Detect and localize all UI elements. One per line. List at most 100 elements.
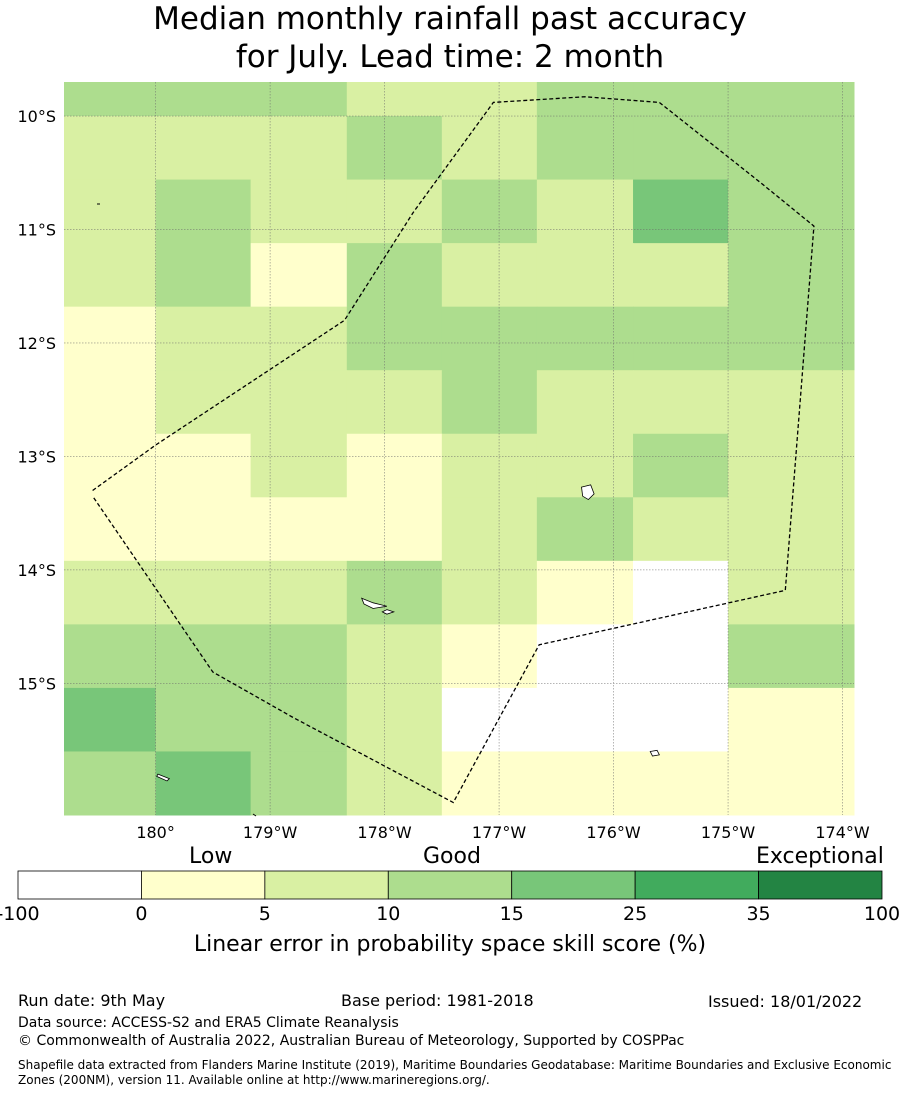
skill-cell (155, 751, 252, 816)
skill-cell (728, 179, 855, 244)
skill-cell (441, 116, 538, 181)
skill-cell (728, 433, 855, 498)
island-shape (581, 484, 595, 501)
longitude-label: 179°W (243, 823, 298, 842)
skill-cell (155, 497, 252, 562)
map-title-line1: Median monthly rainfall past accuracy (153, 1, 747, 37)
skill-cell (633, 179, 729, 244)
skill-cell (441, 624, 538, 689)
skill-cell (155, 433, 252, 498)
skill-cell (155, 243, 252, 308)
skill-cell (250, 433, 348, 498)
shapefile-credit-line1: Shapefile data extracted from Flanders M… (18, 1058, 892, 1072)
skill-cell (728, 82, 855, 117)
skill-cell (346, 179, 443, 244)
skill-cell (633, 370, 729, 435)
colorbar-tick-label: 0 (135, 903, 147, 925)
colorbar-swatch (387, 870, 513, 900)
skill-cell (728, 243, 855, 308)
colorbar-tick-label: 25 (623, 903, 647, 925)
skill-cell (64, 687, 157, 752)
skill-cell (633, 82, 729, 117)
skill-cell (536, 751, 634, 816)
colorbar-swatch (141, 870, 266, 900)
eez-boundary (92, 96, 815, 804)
islands (97, 203, 660, 817)
map-title: Median monthly rainfall past accuracy fo… (0, 0, 900, 76)
data-source: Data source: ACCESS-S2 and ERA5 Climate … (18, 1015, 399, 1031)
skill-cell (155, 306, 252, 371)
latitude-label: 13°S (17, 447, 56, 466)
skill-cell (633, 116, 729, 181)
skill-cell (346, 751, 443, 816)
skill-cell (441, 560, 538, 625)
map-title-line2: for July. Lead time: 2 month (235, 39, 665, 75)
skill-cell (155, 687, 252, 752)
skill-cell (633, 751, 729, 816)
skill-cell (346, 560, 443, 625)
category-exceptional: Exceptional (756, 844, 884, 869)
latitude-label: 15°S (17, 674, 56, 693)
base-period: Base period: 1981-2018 (341, 991, 534, 1010)
colorbar-swatch (634, 870, 759, 900)
skill-cell (346, 370, 443, 435)
longitude-label: 175°W (701, 823, 756, 842)
skill-cell (64, 116, 157, 181)
skill-cell (155, 560, 252, 625)
latitude-label: 12°S (17, 334, 56, 353)
skill-cell (728, 116, 855, 181)
longitude-label: 176°W (586, 823, 641, 842)
colorbar-swatch (758, 870, 883, 900)
skill-cell (250, 116, 348, 181)
skill-cell (346, 82, 443, 117)
skill-cell (633, 497, 729, 562)
skill-cell (633, 433, 729, 498)
skill-cell (536, 179, 634, 244)
skill-cell (536, 687, 634, 752)
skill-cell (250, 370, 348, 435)
skill-cell (728, 370, 855, 435)
island-shape (381, 609, 396, 615)
colorbar-tick-label: 15 (500, 903, 524, 925)
skill-cell (346, 624, 443, 689)
latitude-labels: 10°S 11°S 12°S 13°S 14°S 15°S (17, 107, 56, 693)
colorbar-tick-label: 35 (746, 903, 770, 925)
skill-cell (441, 687, 538, 752)
colorbar-swatch (511, 870, 636, 900)
eez-boundary-line (92, 96, 815, 804)
run-date: Run date: 9th May (18, 991, 166, 1010)
longitude-labels: 180° 179°W 178°W 177°W 176°W 175°W 174°W (136, 823, 870, 842)
longitude-label: 178°W (357, 823, 412, 842)
skill-cell (250, 243, 348, 308)
skill-cell (441, 433, 538, 498)
skill-cell (250, 82, 348, 117)
skill-cell (64, 243, 157, 308)
island-shape (360, 597, 387, 609)
skill-cell (250, 560, 348, 625)
skill-cell (536, 306, 634, 371)
skill-cell (633, 243, 729, 308)
category-good: Good (423, 844, 481, 869)
skill-cell (250, 624, 348, 689)
skill-cell (155, 624, 252, 689)
skill-cell (441, 179, 538, 244)
skill-cell (441, 243, 538, 308)
skill-cell (728, 560, 855, 625)
shapefile-credit: Shapefile data extracted from Flanders M… (18, 1058, 898, 1088)
skill-cell (346, 306, 443, 371)
category-low: Low (189, 844, 233, 869)
skill-cell (536, 560, 634, 625)
colorbar-tick-label: 100 (864, 903, 900, 925)
skill-cell (155, 370, 252, 435)
longitude-label: 180° (136, 823, 175, 842)
skill-cell (728, 306, 855, 371)
skill-cell (250, 179, 348, 244)
skill-cell (250, 687, 348, 752)
skill-cell (155, 82, 252, 117)
skill-cell (346, 116, 443, 181)
colorbar-title: Linear error in probability space skill … (193, 932, 707, 957)
latitude-label: 10°S (17, 107, 56, 126)
skill-cell (728, 497, 855, 562)
colorbar-ticks: -100 0 5 10 15 25 35 100 (0, 903, 900, 925)
